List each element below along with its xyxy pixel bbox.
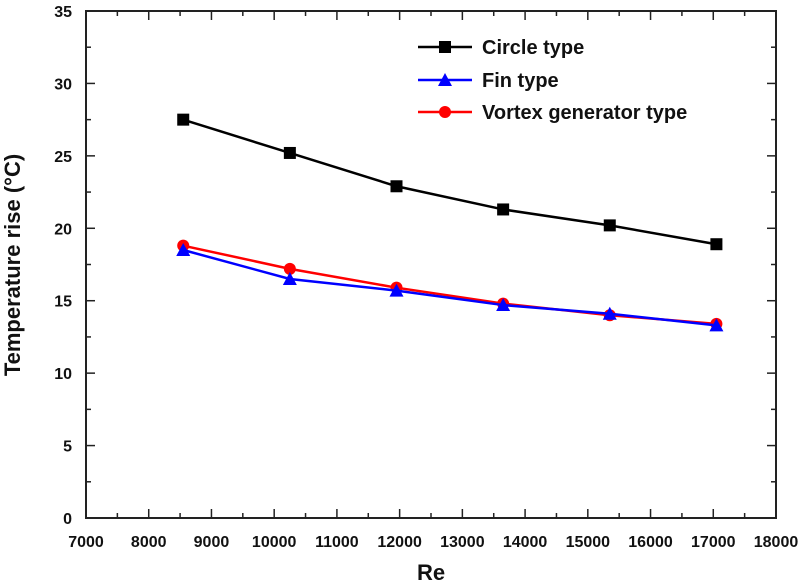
legend-item: Fin type: [418, 70, 559, 92]
y-tick-label: 20: [54, 221, 72, 238]
y-tick-label: 10: [54, 366, 72, 383]
square-marker: [177, 113, 190, 126]
triangle-marker: [176, 243, 191, 257]
legend-item: Circle type: [418, 37, 584, 59]
x-tick-label: 15000: [566, 534, 611, 551]
x-tick-label: 14000: [503, 534, 548, 551]
triangle-marker: [602, 306, 617, 320]
x-tick-label: 18000: [754, 534, 799, 551]
y-tick-label: 35: [54, 4, 72, 21]
triangle-marker: [438, 73, 452, 86]
y-tick-label: 25: [54, 149, 72, 166]
square-marker: [710, 238, 723, 251]
x-tick-label: 9000: [194, 534, 230, 551]
x-tick-label: 13000: [440, 534, 485, 551]
legend: Circle type Fin type Vortex generator type: [418, 37, 687, 124]
circle-marker: [439, 106, 451, 118]
x-tick-label: 11000: [315, 534, 359, 551]
series-line: [182, 248, 717, 327]
y-tick-label: 30: [54, 76, 72, 93]
series-layer: [176, 113, 724, 332]
circle-marker: [283, 262, 296, 275]
triangle-marker: [282, 271, 297, 285]
x-tick-label: 17000: [691, 534, 736, 551]
x-tick-label: 10000: [252, 534, 297, 551]
x-tick-label: 16000: [628, 534, 673, 551]
y-tick-label: 15: [54, 294, 72, 311]
legend-label: Circle type: [482, 37, 584, 59]
square-marker: [283, 146, 296, 159]
triangle-marker: [389, 283, 404, 297]
series-line: [182, 118, 717, 246]
y-axis-title: Temperature rise (°C): [0, 154, 25, 376]
legend-label: Vortex generator type: [482, 102, 687, 124]
series-line: [182, 244, 717, 326]
triangle-marker: [709, 318, 724, 332]
x-tick-label: 8000: [131, 534, 167, 551]
legend-item: Vortex generator type: [418, 102, 687, 124]
triangle-marker: [496, 298, 511, 312]
x-axis-title: Re: [417, 560, 445, 585]
axes: 7000 8000 9000 10000 11000 12000 13000 14000 150…: [54, 4, 798, 551]
legend-label: Fin type: [482, 70, 559, 92]
series-circle-type: [177, 113, 723, 251]
y-tick-label: 5: [63, 439, 72, 456]
square-marker: [603, 219, 616, 232]
x-tick-label: 12000: [377, 534, 422, 551]
series-fin-type: [176, 243, 724, 332]
square-marker: [497, 203, 510, 216]
y-tick-label: 0: [63, 511, 72, 528]
x-tick-label: 7000: [68, 534, 104, 551]
square-marker: [439, 41, 451, 53]
square-marker: [390, 180, 403, 193]
plot-frame: [85, 10, 777, 519]
